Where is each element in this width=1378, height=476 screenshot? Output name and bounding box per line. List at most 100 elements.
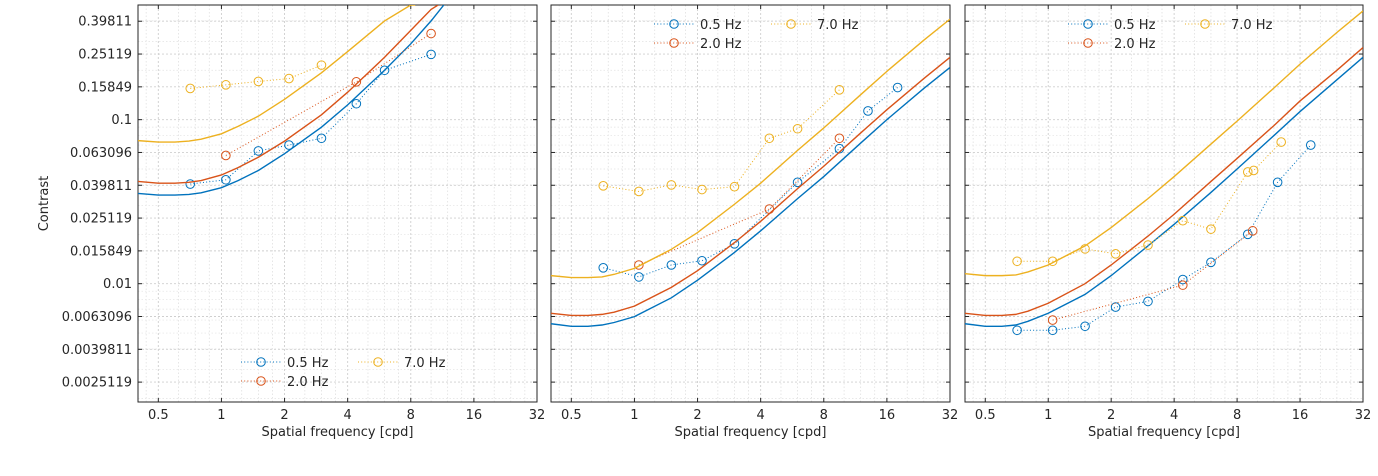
data-point [284, 140, 294, 150]
x-tick-label: 0.5 [975, 408, 996, 423]
data-point [1143, 296, 1153, 307]
data-point [666, 180, 677, 190]
legend-label: 0.5 Hz [1114, 18, 1156, 33]
data-point [1110, 302, 1121, 312]
fit-line [965, 10, 1363, 277]
x-axis-label: Spatial frequency [cpd] [1088, 425, 1240, 440]
data-point [697, 255, 707, 266]
data-point [863, 106, 873, 116]
legend-marker [786, 19, 796, 29]
x-tick-label: 0.5 [148, 408, 169, 423]
series-7-0-Hz [965, 10, 1363, 277]
legend-entry: 0.5 Hz [241, 356, 329, 371]
x-tick-label: 8 [820, 408, 828, 423]
data-point [834, 133, 845, 144]
legend-marker [1200, 19, 1210, 29]
legend-label: 2.0 Hz [287, 375, 329, 390]
data-line [225, 33, 432, 156]
legend-label: 2.0 Hz [700, 37, 742, 52]
data-point [1177, 215, 1188, 226]
x-axis-label: Spatial frequency [cpd] [674, 425, 826, 440]
legend-entry: 0.5 Hz [1068, 18, 1156, 33]
data-point [1177, 280, 1188, 290]
data-point [1012, 256, 1022, 267]
series-7-0-Hz [551, 18, 950, 279]
grid [965, 5, 1363, 402]
legend-marker [256, 357, 266, 367]
data-point [598, 181, 609, 191]
x-tick-label: 16 [1292, 408, 1309, 423]
data-point [221, 80, 231, 90]
legend: 0.5 Hz 2.0 Hz 7.0 Hz [241, 356, 446, 390]
legend-marker [373, 357, 383, 367]
data-point [1047, 315, 1058, 325]
legend-entry: 2.0 Hz [241, 375, 329, 390]
axes-box [964, 4, 1364, 403]
y-tick-label: 0.025119 [70, 212, 132, 227]
data-point [185, 179, 196, 189]
data-point [764, 204, 775, 214]
plot-area [965, 10, 1363, 336]
x-tick-label: 1 [630, 408, 638, 423]
data-point [1272, 177, 1283, 188]
y-axis-label: Contrast [37, 176, 52, 232]
x-tick-label: 4 [1170, 408, 1178, 423]
data-point [598, 262, 609, 273]
fit-line [138, 5, 445, 196]
series-7-0-Hz [138, 5, 416, 143]
legend-marker [256, 376, 266, 386]
data-point [1242, 167, 1253, 177]
data-point [1080, 321, 1090, 332]
series-0-5-Hz [551, 66, 950, 327]
data-point [634, 186, 644, 197]
y-tick-label: 0.063096 [70, 146, 132, 161]
series-0-5-Hz [138, 5, 445, 196]
series-0-5-Hz [965, 56, 1363, 336]
data-line [603, 89, 840, 192]
data-point [892, 82, 903, 93]
x-tick-label: 2 [1107, 408, 1115, 423]
data-point [253, 146, 264, 156]
data-line [603, 87, 898, 278]
data-point [1110, 249, 1121, 259]
fit-line [551, 56, 950, 317]
data-point [253, 76, 264, 87]
data-point [697, 184, 707, 195]
legend-entry: 7.0 Hz [771, 18, 859, 33]
legend-entry: 0.5 Hz [654, 18, 742, 33]
chart-panel-2: 0.5 1 2 4 8 16 32 Spatial frequency [cpd] 0.5 Hz… [550, 4, 958, 440]
data-point [185, 83, 196, 94]
x-tick-label: 16 [466, 408, 483, 423]
x-tick-label: 4 [344, 408, 352, 423]
fit-line [965, 56, 1363, 327]
x-tick-label: 4 [757, 408, 765, 423]
y-tick-label: 0.01 [103, 277, 132, 292]
data-point [792, 123, 803, 134]
x-tick-label: 8 [1233, 408, 1241, 423]
x-tick-label: 2 [693, 408, 701, 423]
plot-area [138, 5, 445, 196]
series-2-0-Hz [551, 56, 950, 317]
y-tick-label: 0.39811 [78, 15, 132, 30]
x-tick-label: 32 [1355, 408, 1372, 423]
data-point [666, 260, 677, 270]
data-point [351, 98, 362, 109]
data-point [1047, 256, 1058, 267]
legend-label: 2.0 Hz [1114, 37, 1156, 52]
legend: 0.5 Hz 2.0 Hz 7.0 Hz [1068, 18, 1273, 52]
grid [138, 5, 537, 402]
series-2-0-Hz [138, 5, 439, 184]
legend-entry: 2.0 Hz [1068, 37, 1156, 52]
legend-entry: 7.0 Hz [358, 356, 446, 371]
legend-entry: 7.0 Hz [1185, 18, 1273, 33]
data-point [1206, 224, 1216, 234]
x-tick-label: 1 [217, 408, 225, 423]
data-point [764, 133, 775, 144]
data-point [1242, 229, 1253, 240]
data-point [1247, 226, 1258, 236]
data-point [316, 133, 327, 144]
fit-line [551, 18, 950, 279]
data-point [1143, 240, 1153, 250]
data-point [1177, 274, 1188, 285]
